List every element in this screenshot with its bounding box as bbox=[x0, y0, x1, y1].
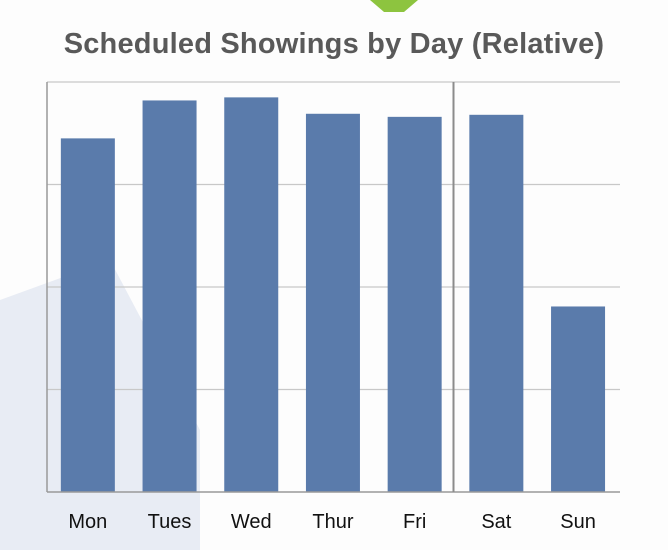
bar-wed bbox=[224, 97, 279, 492]
chart-title: Scheduled Showings by Day (Relative) bbox=[63, 28, 605, 60]
bar-mon bbox=[60, 138, 115, 492]
x-tick-label-thur: Thur bbox=[312, 511, 353, 533]
x-tick-label-mon: Mon bbox=[68, 511, 107, 533]
x-tick-label-sun: Sun bbox=[560, 511, 596, 533]
bar-sun bbox=[551, 306, 606, 492]
x-tick-labels: Mon Tues Wed Thur Fri Sat Sun bbox=[68, 511, 595, 533]
bar-layer bbox=[60, 97, 606, 493]
x-tick-label-sat: Sat bbox=[481, 511, 511, 533]
bar-tues bbox=[142, 100, 197, 492]
x-tick-label-fri: Fri bbox=[403, 511, 426, 533]
axis-layer bbox=[46, 82, 620, 493]
bar-thur bbox=[305, 113, 360, 493]
bar-sat bbox=[469, 114, 524, 493]
x-tick-label-wed: Wed bbox=[231, 511, 272, 533]
x-tick-label-tues: Tues bbox=[148, 511, 192, 533]
green-accent-shape bbox=[370, 0, 418, 12]
bar-fri bbox=[387, 116, 442, 492]
